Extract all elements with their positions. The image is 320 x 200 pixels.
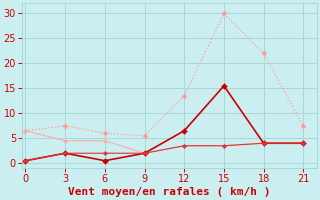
- X-axis label: Vent moyen/en rafales ( km/h ): Vent moyen/en rafales ( km/h ): [68, 187, 270, 197]
